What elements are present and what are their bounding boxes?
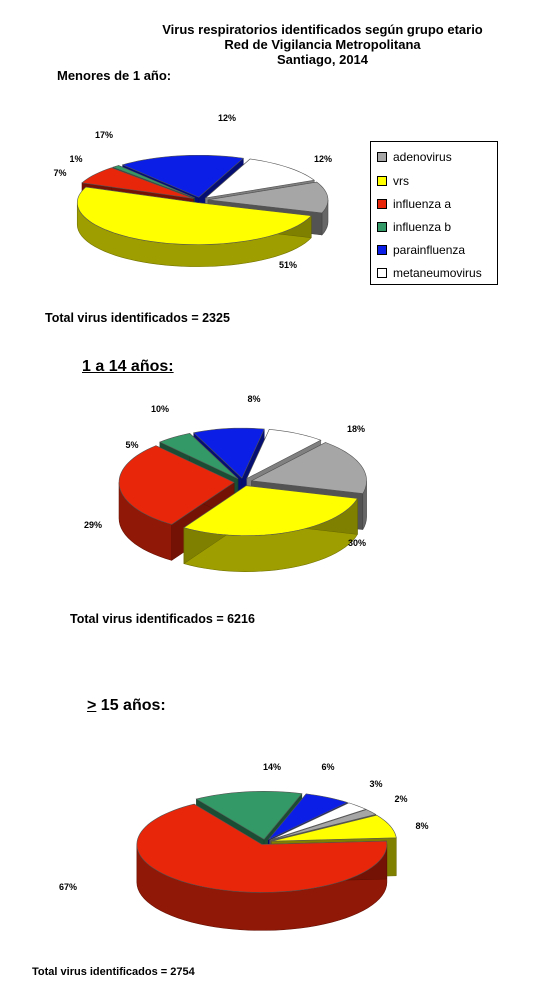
- legend-swatch-influenza-a: [377, 199, 387, 209]
- legend-item-metaneumovirus: metaneumovirus: [377, 265, 482, 281]
- pie-label-influenza-a: 67%: [59, 882, 77, 892]
- greater-equal-symbol: >: [87, 697, 97, 714]
- pie-slice-metaneumovirus: [246, 429, 322, 480]
- pie-label-influenza-a: 29%: [84, 520, 102, 530]
- pie-chart-2: 18% 30% 29% 5% 10% 8%: [84, 394, 367, 572]
- pie-slice-influenza-a: [81, 167, 194, 199]
- section-title-15-plus: > 15 años:: [87, 697, 166, 715]
- pie-label-parainfluenza: 10%: [151, 404, 169, 414]
- legend-label-influenza-b: influenza b: [393, 220, 452, 234]
- pie-slice-adenovirus: [270, 809, 377, 841]
- legend-swatch-parainfluenza: [377, 245, 387, 255]
- total-under-1: Total virus identificados = 2325: [45, 311, 230, 325]
- section-title-under-1: Menores de 1 año:: [57, 68, 172, 83]
- pie-slice-adenovirus: [207, 181, 329, 214]
- report-subtitle: Red de Vigilancia Metropolitana: [224, 37, 421, 52]
- pie-label-vrs: 30%: [348, 538, 366, 548]
- pie-label-metaneumovirus: 3%: [369, 779, 382, 789]
- pie-slice-adenovirus: [250, 442, 367, 494]
- total-1-14: Total virus identificados = 6216: [70, 612, 255, 626]
- pie-slice-influenza-b: [195, 791, 303, 840]
- chart-legend: adenovirus vrs influenza a influenza b p…: [370, 141, 498, 285]
- pie-slice-parainfluenza: [121, 154, 245, 198]
- legend-label-metaneumovirus: metaneumovirus: [393, 266, 482, 280]
- pie-slice-influenza-a: [118, 445, 235, 525]
- legend-swatch-vrs: [377, 176, 387, 186]
- pie-slice-metaneumovirus: [269, 802, 367, 841]
- report-date: Santiago, 2014: [276, 52, 369, 67]
- legend-swatch-adenovirus: [377, 152, 387, 162]
- legend-swatch-influenza-b: [377, 222, 387, 232]
- pie-label-adenovirus: 12%: [314, 154, 332, 164]
- legend-label-parainfluenza: parainfluenza: [393, 243, 466, 257]
- pie-slice-parainfluenza: [193, 427, 265, 479]
- pie-label-vrs: 51%: [279, 260, 297, 270]
- pie-slice-influenza-a: [136, 803, 388, 893]
- pie-label-vrs: 8%: [415, 821, 428, 831]
- legend-label-vrs: vrs: [393, 174, 409, 188]
- report-header: Virus respiratorios identificados según …: [0, 22, 555, 67]
- pie-slice-parainfluenza: [268, 793, 349, 840]
- section-title-1-14: 1 a 14 años:: [82, 358, 174, 375]
- pie-slice-vrs: [76, 186, 312, 245]
- pie-slice-vrs: [183, 485, 358, 536]
- legend-item-influenza-b: influenza b: [377, 219, 451, 235]
- pie-label-parainfluenza: 17%: [95, 130, 113, 140]
- pie-slice-metaneumovirus: [204, 158, 316, 199]
- section-title-15-plus-label: 15 años:: [100, 697, 166, 714]
- report-title: Virus respiratorios identificados según …: [162, 22, 483, 37]
- pie-slice-vrs: [271, 814, 397, 842]
- legend-label-influenza-a: influenza a: [393, 197, 452, 211]
- legend-item-influenza-a: influenza a: [377, 196, 451, 212]
- legend-item-parainfluenza: parainfluenza: [377, 242, 465, 258]
- total-15-plus: Total virus identificados = 2754: [32, 966, 195, 978]
- legend-item-adenovirus: adenovirus: [377, 149, 452, 165]
- pie-slice-influenza-b: [159, 433, 239, 480]
- legend-item-vrs: vrs: [377, 173, 409, 189]
- pie-label-metaneumovirus: 8%: [247, 394, 260, 404]
- pie-chart-3: 2% 8% 67% 14% 6% 3%: [59, 762, 429, 931]
- pie-label-influenza-a: 7%: [53, 168, 66, 178]
- legend-swatch-metaneumovirus: [377, 268, 387, 278]
- pie-label-parainfluenza: 6%: [321, 762, 334, 772]
- pie-slice-influenza-b: [111, 165, 195, 199]
- pie-label-influenza-b: 1%: [69, 154, 82, 164]
- legend-label-adenovirus: adenovirus: [393, 150, 452, 164]
- pie-label-influenza-b: 14%: [263, 762, 281, 772]
- pie-label-adenovirus: 2%: [394, 794, 407, 804]
- pie-chart-1: 12% 51% 7%1% 17% 12%: [53, 113, 332, 270]
- pie-label-metaneumovirus: 12%: [218, 113, 236, 123]
- pie-label-adenovirus: 18%: [347, 424, 365, 434]
- pie-label-influenza-b: 5%: [125, 440, 138, 450]
